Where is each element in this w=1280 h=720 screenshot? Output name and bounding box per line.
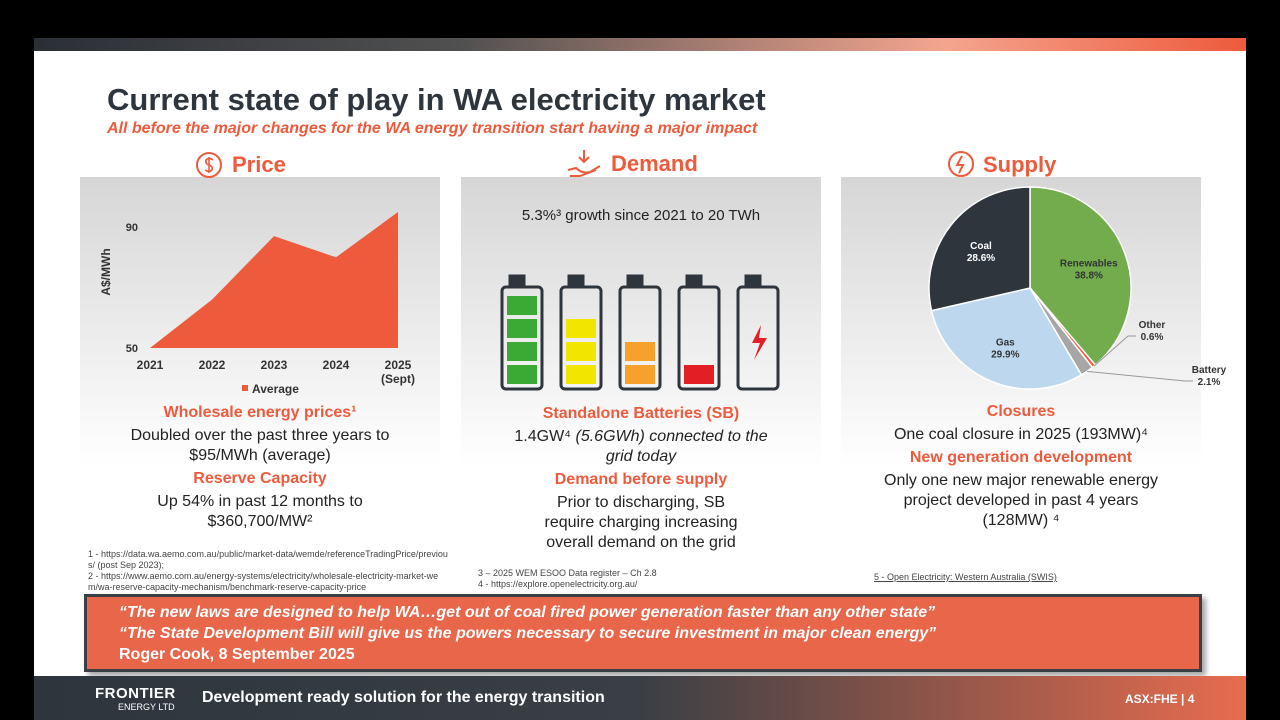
battery-icons [500, 274, 780, 391]
item-text: One coal closure in 2025 (193MW)⁴ [893, 426, 1149, 443]
title: Current state of play in WA electricity … [107, 82, 766, 117]
quote-line: “The new laws are designed to help WA…ge… [119, 604, 936, 621]
footnote: 1 - https://data.wa.aemo.com.au/public/m… [88, 549, 448, 570]
leader-line [1086, 370, 1193, 382]
price-text: Wholesale energy prices¹ Doubled over th… [100, 404, 420, 532]
pie-slice [930, 287, 1083, 390]
item-text: 1.4GW⁴ [514, 428, 572, 445]
footer-bar [34, 676, 1246, 720]
item-heading: Closures [986, 403, 1056, 420]
quote-line: “The State Development Bill will give us… [119, 625, 937, 642]
slice-value: 2.1% [1198, 377, 1221, 388]
slice-value: 29.9% [991, 350, 1019, 361]
legend-swatch [242, 385, 248, 391]
logo-top: FRONTIER [95, 685, 176, 702]
item-text: Prior to discharging, SB require chargin… [544, 494, 738, 551]
pie-slice [1029, 186, 1132, 367]
slice-value: 28.6% [967, 253, 995, 264]
x-tick-label: 2024 [322, 358, 350, 372]
item-text: Only one new major renewable energy proj… [884, 472, 1158, 529]
footnote: 3 – 2025 WEM ESOO Data register – Ch 2.8 [478, 568, 657, 578]
quote-author: Roger Cook, 8 September 2025 [119, 646, 355, 663]
item-heading: Demand before supply [554, 471, 728, 488]
pie-slice [928, 186, 1031, 312]
item-heading: Standalone Batteries (SB) [542, 405, 740, 422]
supply-icon [948, 151, 974, 177]
area [150, 212, 398, 348]
quote-box: “The new laws are designed to help WA…ge… [84, 594, 1202, 672]
x-tick-label: 2023 [260, 358, 288, 372]
slice-label: Other [1139, 320, 1166, 331]
item-text: Up 54% in past 12 months to $360,700/MW² [157, 493, 363, 530]
logo-bottom: ENERGY LTD [118, 702, 175, 712]
subtitle: All before the major changes for the WA … [107, 120, 758, 137]
slice-value: 38.8% [1075, 270, 1103, 281]
slice-label: Gas [996, 338, 1015, 349]
item-text: Doubled over the past three years to $95… [130, 427, 390, 464]
item-heading: Reserve Capacity [193, 470, 327, 487]
top-bar [34, 38, 1246, 51]
item-heading: New generation development [909, 449, 1133, 466]
y-tick-label: 90 [126, 222, 138, 234]
x-tick-label: 2025 (Sept) [381, 358, 415, 386]
supply-heading: Supply [983, 152, 1057, 177]
slice-label: Renewables [1060, 258, 1118, 269]
footnote: 5 - Open Electricity: Western Australia … [874, 572, 1057, 582]
item-text-group: 1.4GW⁴ (5.6GWh) connected to the grid to… [471, 427, 811, 467]
slice-label: Battery [1192, 365, 1227, 376]
item-text-italic: (5.6GWh) connected to the grid today [575, 428, 768, 465]
footer-tagline: Development ready solution for the energ… [202, 689, 605, 706]
legend-label: Average [252, 382, 299, 396]
slice-value: 0.6% [1141, 332, 1164, 343]
demand-icon [567, 150, 601, 177]
x-tick-label: 2022 [198, 358, 226, 372]
demand-heading: Demand [611, 151, 698, 176]
price-footnotes: 1 - https://data.wa.aemo.com.au/public/m… [88, 549, 448, 593]
slice-label: Coal [970, 241, 992, 252]
x-tick-label: 2021 [136, 358, 164, 372]
footnote: 2 - https://www.aemo.com.au/energy-syste… [88, 571, 439, 592]
demand-text: Standalone Batteries (SB) 1.4GW⁴ (5.6GWh… [471, 405, 811, 553]
growth-text: 5.3%³ growth since 2021 to 20 TWh [521, 207, 761, 224]
supply-text: Closures One coal closure in 2025 (193MW… [861, 403, 1181, 531]
footnote: 4 - https://explore.openelectricity.org.… [478, 579, 638, 589]
price-icon [196, 152, 222, 178]
price-heading: Price [232, 152, 286, 177]
item-heading: Wholesale energy prices¹ [163, 404, 357, 421]
demand-footnotes: 3 – 2025 WEM ESOO Data register – Ch 2.8… [478, 568, 818, 590]
footer-ticker: ASX:FHE | 4 [1125, 692, 1195, 706]
y-tick-label: 50 [126, 343, 138, 355]
y-axis-label: A$/MWh [99, 248, 113, 295]
leader-line [1093, 335, 1136, 367]
